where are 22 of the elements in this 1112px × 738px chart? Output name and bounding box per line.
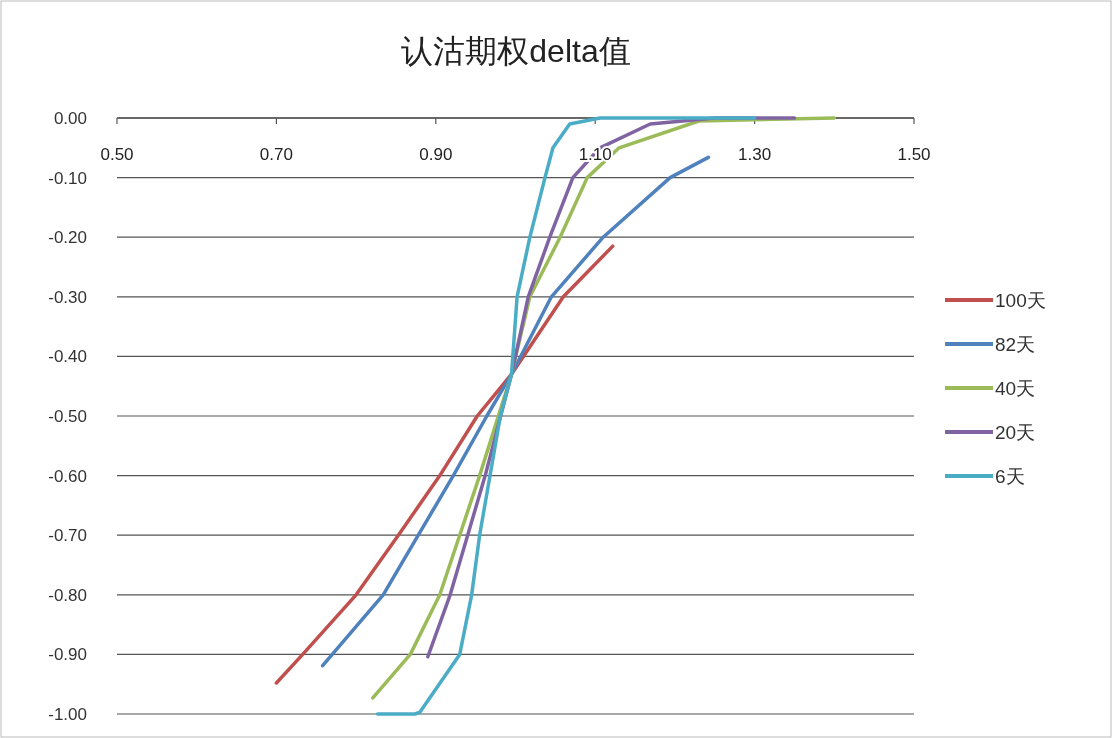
y-tick-label: -0.90 <box>48 645 87 665</box>
y-tick-label: -0.30 <box>48 287 87 307</box>
chart-title: 认沽期权delta值 <box>401 33 631 69</box>
y-tick-label: -0.10 <box>48 168 87 188</box>
y-tick-label: -0.80 <box>48 585 87 605</box>
y-tick-label: -1.00 <box>48 705 87 724</box>
y-tick-label: -0.40 <box>48 347 87 367</box>
legend-label: 20天 <box>995 422 1036 443</box>
legend-label: 40天 <box>995 378 1036 399</box>
x-tick-label: 0.70 <box>259 145 293 164</box>
x-tick-label: 1.30 <box>738 145 772 164</box>
y-tick-label: -0.70 <box>48 526 87 546</box>
y-tick-label: 0.00 <box>53 109 87 128</box>
y-tick-label: -0.20 <box>48 228 87 248</box>
legend-label: 100天 <box>995 290 1046 311</box>
legend-label: 6天 <box>995 466 1025 487</box>
legend-label: 82天 <box>995 334 1036 355</box>
x-tick-label: 0.50 <box>100 145 134 164</box>
y-tick-label: -0.60 <box>48 466 87 486</box>
y-tick-label: -0.50 <box>48 407 87 426</box>
x-tick-label: 0.90 <box>419 145 453 164</box>
x-tick-label: 1.50 <box>897 145 931 164</box>
